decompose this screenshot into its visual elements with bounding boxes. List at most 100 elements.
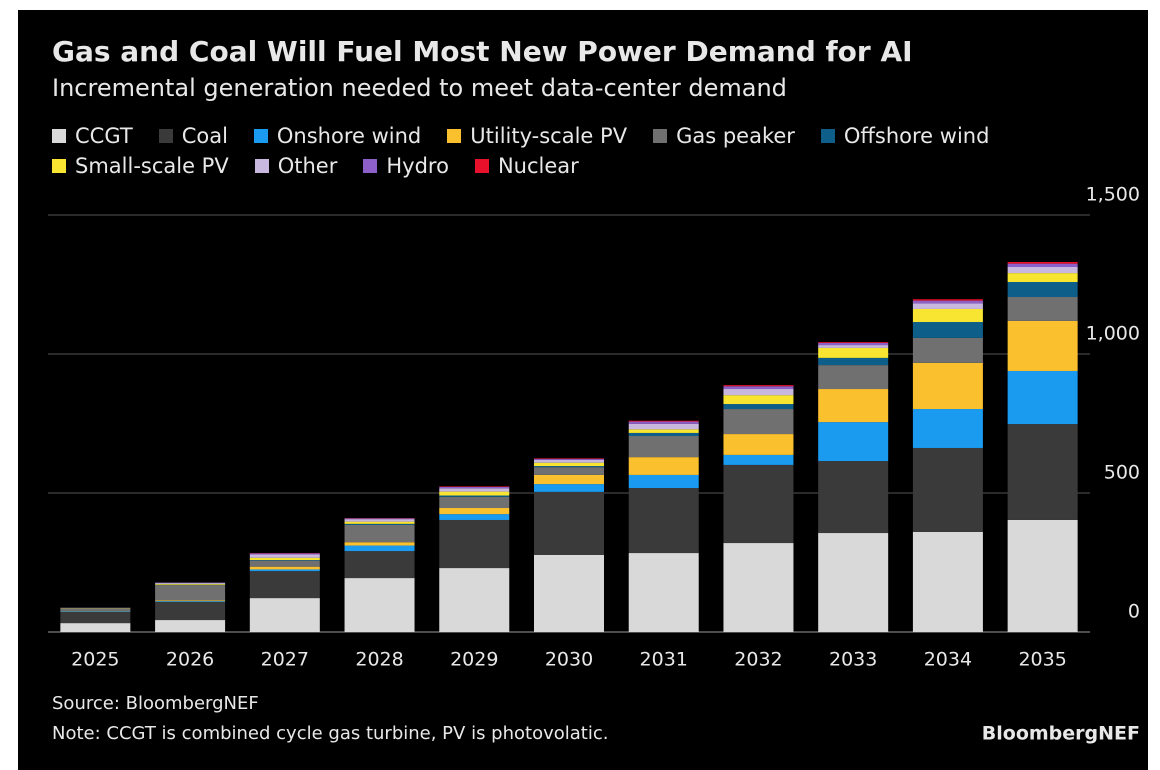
legend-label: Utility-scale PV	[470, 124, 628, 148]
bar-segment	[818, 357, 889, 366]
bar-segment	[912, 409, 983, 448]
bar-segment	[723, 464, 794, 544]
legend-swatch	[474, 159, 489, 173]
legend-swatch	[447, 129, 462, 143]
bar-segment	[818, 345, 889, 348]
bar-segment	[1007, 424, 1078, 520]
legend-item: Small-scale PV	[52, 154, 229, 178]
legend-item: Onshore wind	[253, 124, 422, 148]
legend-label: Other	[277, 154, 338, 178]
legend-label: CCGT	[75, 124, 133, 148]
legend-swatch	[653, 129, 668, 143]
bar-segment	[344, 521, 415, 524]
legend-swatch	[363, 159, 378, 173]
bar-segment	[155, 583, 226, 585]
legend-item: Offshore wind	[820, 124, 990, 148]
y-tick-label: 0	[1128, 601, 1140, 623]
bar-segment	[249, 559, 320, 561]
bar-segment	[344, 578, 415, 632]
legend: CCGT Coal Onshore wind Utility-scale PV Gas …	[52, 124, 1062, 178]
bar-segment	[723, 395, 794, 405]
bar-segment	[249, 554, 320, 558]
legend-label: Coal	[181, 124, 228, 148]
bar-segment	[628, 436, 699, 458]
bar-segment	[439, 496, 510, 509]
bar-segment	[1007, 320, 1078, 371]
x-tick-label: 2034	[924, 649, 972, 671]
bar-segment	[155, 600, 226, 602]
bar-segment	[1007, 519, 1078, 632]
bar-segment	[912, 308, 983, 323]
bar-segment	[818, 347, 889, 358]
bar-segment	[249, 571, 320, 599]
bar-segment	[155, 585, 226, 601]
y-tick-label: 500	[1104, 462, 1140, 484]
y-tick-label: 1,500	[1086, 184, 1140, 206]
bar-segment	[439, 508, 510, 515]
bar-segment	[628, 421, 699, 424]
source: Source: BloombergNEF	[52, 693, 259, 714]
bar-segment	[818, 422, 889, 462]
bar-segment	[912, 531, 983, 632]
legend-item: Utility-scale PV	[447, 124, 627, 148]
bar-segment	[249, 598, 320, 632]
bar-segment	[439, 568, 510, 632]
x-tick-label: 2035	[1018, 649, 1066, 671]
x-tick-label: 2032	[734, 649, 782, 671]
legend-item: Coal	[158, 124, 228, 148]
legend-swatch	[52, 159, 66, 173]
bar-segment	[439, 488, 510, 492]
x-tick-label: 2033	[829, 649, 877, 671]
bar-segment	[60, 608, 131, 612]
bar-segment	[1007, 281, 1078, 298]
bar-segment	[439, 491, 510, 496]
legend-label: Offshore wind	[843, 124, 990, 148]
bar-segment	[912, 337, 983, 363]
legend-swatch	[254, 159, 269, 173]
bar-segment	[818, 533, 889, 632]
bar-segment	[723, 543, 794, 632]
legend-label: Small-scale PV	[75, 154, 229, 178]
bar-segment	[818, 365, 889, 390]
bar-segment	[249, 566, 320, 570]
bar-segment	[534, 462, 604, 467]
bar-segment	[344, 524, 415, 543]
bar-segment	[439, 495, 510, 497]
bar-segment	[912, 299, 983, 301]
x-tick-label: 2031	[640, 649, 688, 671]
bar-segment	[1007, 273, 1078, 282]
x-tick-label: 2027	[261, 649, 309, 671]
bar-segment	[439, 514, 510, 520]
bar-segment	[155, 620, 226, 632]
bar-segment	[912, 362, 983, 410]
bar-segment	[723, 389, 794, 396]
x-tick-label: 2029	[450, 649, 498, 671]
bar-segment	[628, 474, 699, 488]
bar-segment	[818, 461, 889, 534]
bar-segment	[628, 432, 699, 437]
bar-segment	[344, 518, 415, 520]
bar-segment	[534, 466, 604, 468]
legend-item: Gas peaker	[653, 124, 795, 148]
x-tick-label: 2028	[355, 649, 403, 671]
bar-segment	[60, 611, 131, 612]
legend-swatch	[253, 129, 268, 143]
bar-segment	[1007, 263, 1078, 267]
legend-item: Other	[254, 154, 338, 178]
legend-label: Onshore wind	[276, 124, 422, 148]
bar-segment	[534, 491, 604, 555]
bar-segment	[249, 557, 320, 560]
bar-segment	[439, 486, 510, 489]
bar-segment	[628, 487, 699, 554]
bar-segment	[1007, 370, 1078, 425]
bar-segment	[439, 519, 510, 569]
bar-segment	[1007, 261, 1078, 264]
bar-segment	[628, 553, 699, 632]
bar-segment	[723, 385, 794, 387]
bar-segment	[155, 582, 226, 584]
bar-segment	[1007, 266, 1078, 274]
legend-label: Hydro	[386, 154, 449, 178]
legend-label: Nuclear	[497, 154, 579, 178]
x-tick-label: 2025	[71, 649, 119, 671]
